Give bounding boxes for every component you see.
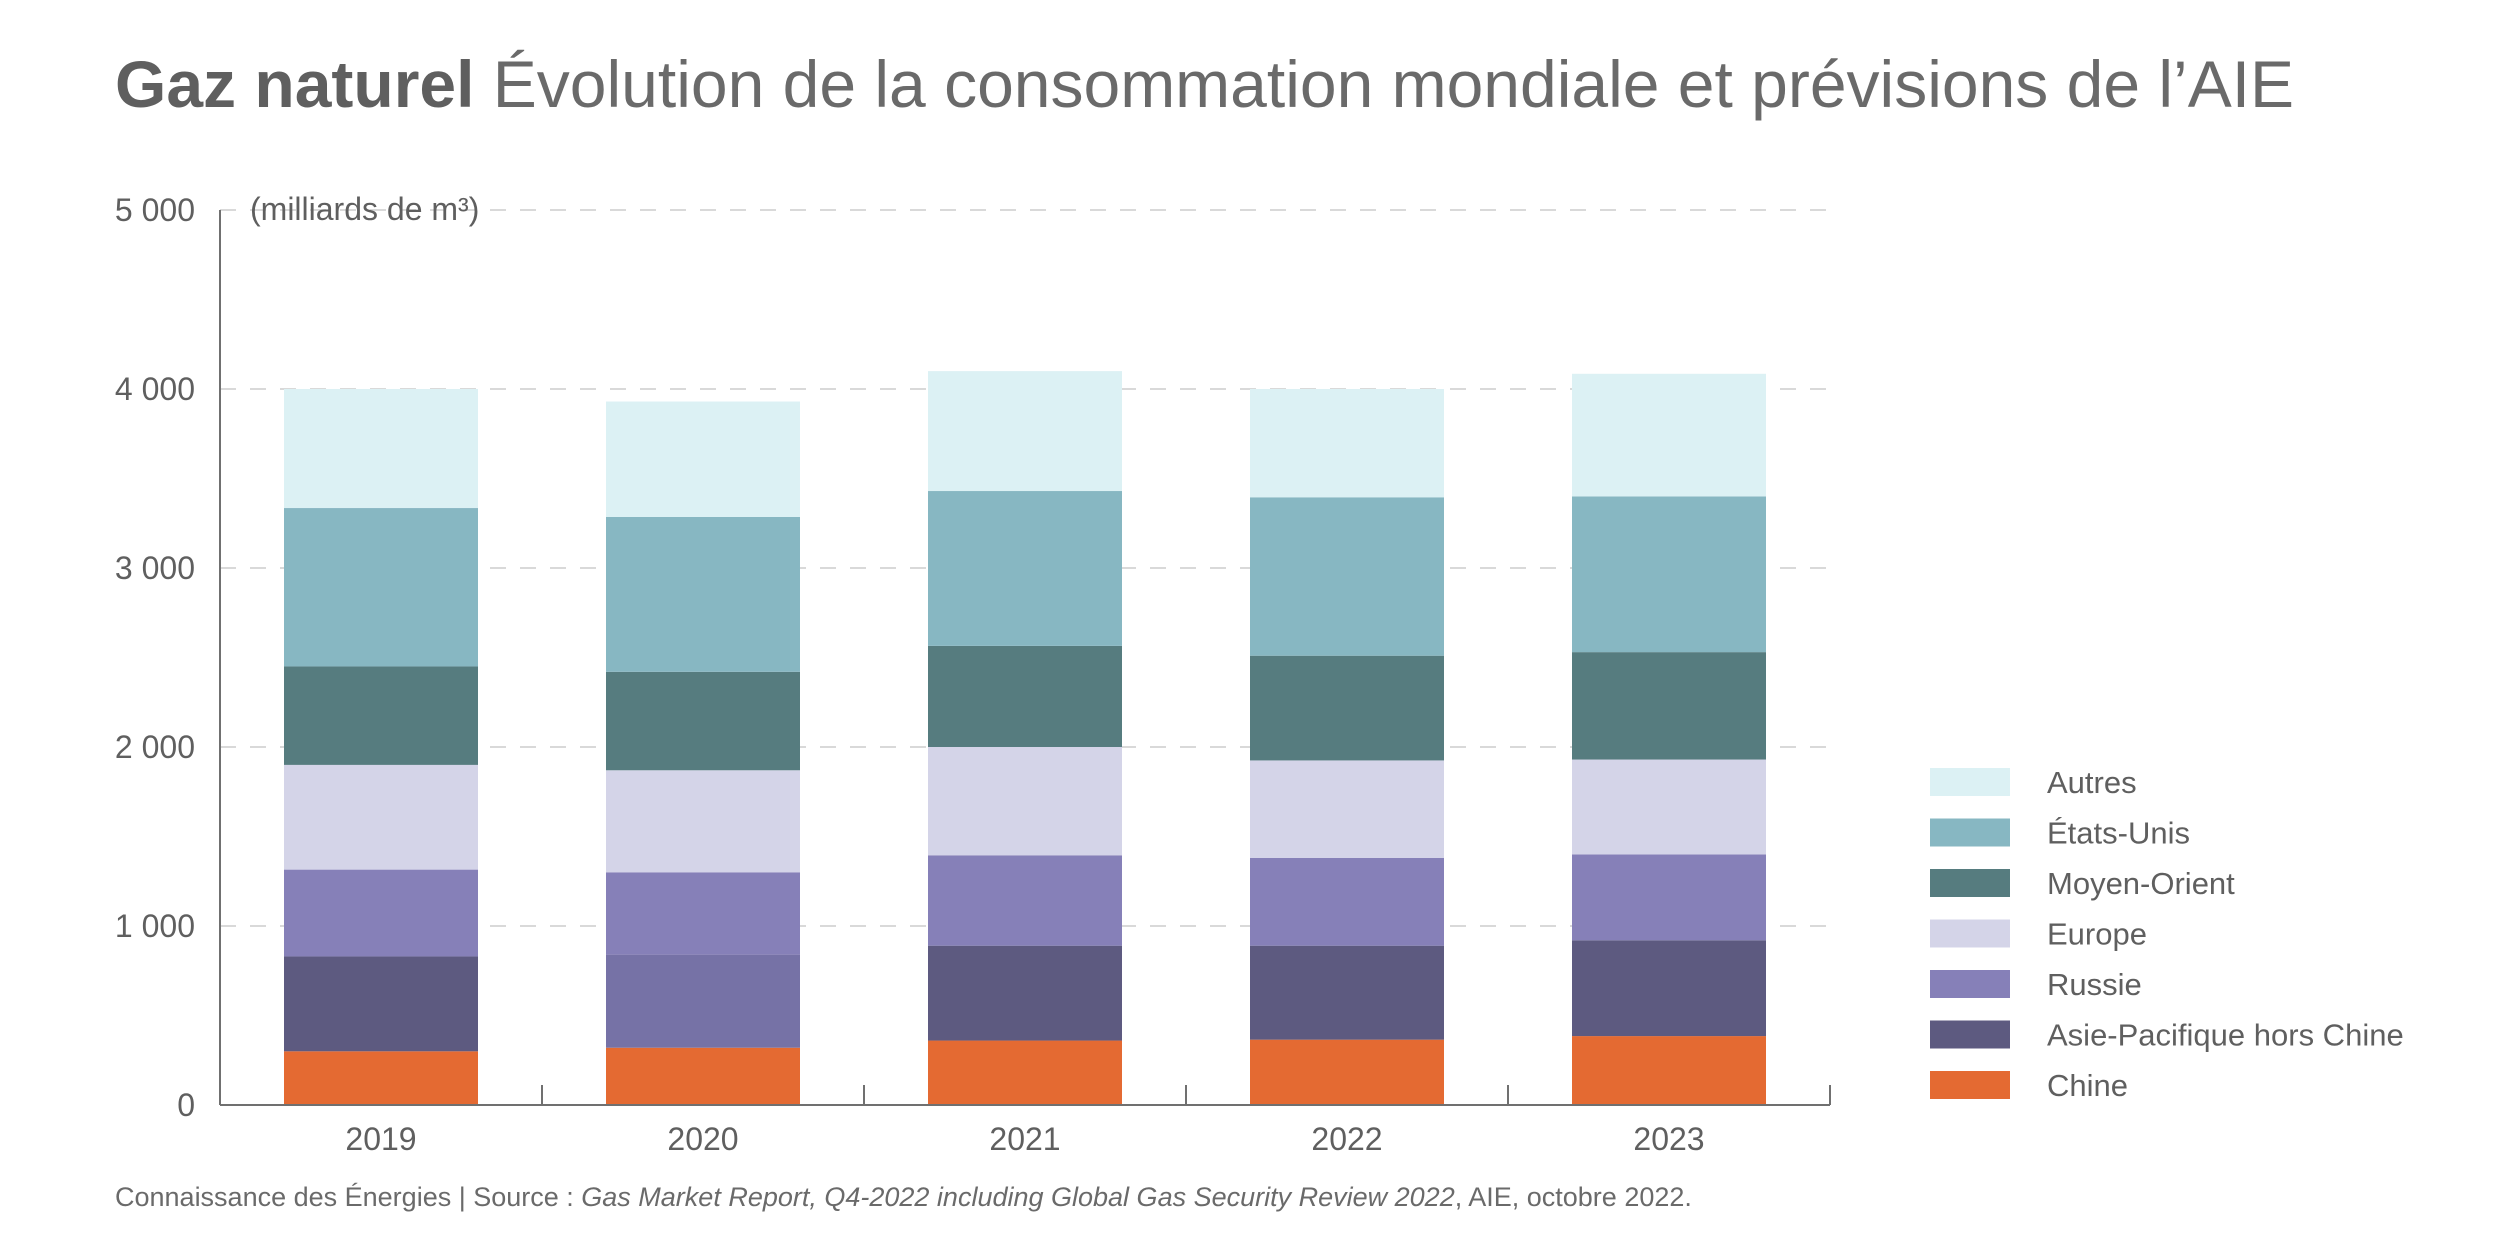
bar-segment-2023-russie (1572, 854, 1766, 941)
chart-title: Gaz naturel Évolution de la consommation… (115, 46, 2294, 122)
legend-label: Russie (2047, 967, 2142, 1002)
source-suffix: , AIE, octobre 2022. (1454, 1182, 1692, 1212)
bar-segment-2019-europe (284, 764, 478, 870)
bar-segment-2021-chine (928, 1040, 1122, 1105)
chart-title-rest: Évolution de la consommation mondiale et… (474, 47, 2295, 121)
y-tick-label: 4 000 (115, 371, 195, 407)
legend: Autres États-Unis Moyen-Orient Europe Russie… (1930, 765, 2404, 1103)
bar-segment-2020-europe (606, 770, 800, 873)
bar-segment-2022-europe (1250, 760, 1444, 858)
y-tick-label: 2 000 (115, 729, 195, 765)
bar-segment-2020--tats-unis (606, 516, 800, 672)
bar-segment-2023-chine (1572, 1036, 1766, 1105)
legend-swatch (1930, 869, 2010, 897)
bar-segment-2019-moyen-orient (284, 666, 478, 765)
y-axis-ticks: 0 1 000 2 000 3 000 4 000 5 000 (115, 192, 195, 1123)
source-report-title: Gas Market Report, Q4-2022 including Glo… (581, 1182, 1455, 1212)
bar-segment-2023-autres (1572, 373, 1766, 497)
bar-segment-2021-autres (928, 371, 1122, 492)
bar-segment-2023-asie-pacifique-hors-chine (1572, 940, 1766, 1037)
y-axis-unit-label: (milliards de m³) (250, 191, 479, 227)
y-tick-label: 5 000 (115, 192, 195, 228)
bar-segment-2021--tats-unis (928, 491, 1122, 646)
legend-swatch (1930, 768, 2010, 796)
y-tick-label: 1 000 (115, 908, 195, 944)
bar-segment-2019-russie (284, 869, 478, 957)
bar-segment-2022-autres (1250, 389, 1444, 498)
bar-segment-2022-asie-pacifique-hors-chine (1250, 945, 1444, 1040)
x-tick-label: 2019 (345, 1121, 416, 1157)
legend-swatch (1930, 818, 2010, 847)
bar-segment-2020-chine (606, 1047, 800, 1105)
bar-segment-2023-europe (1572, 759, 1766, 855)
y-tick-label: 3 000 (115, 550, 195, 586)
legend-label: États-Unis (2047, 816, 2190, 851)
bar-segment-2022--tats-unis (1250, 497, 1444, 656)
bar-segment-2021-europe (928, 747, 1122, 856)
bar-segment-2020-moyen-orient (606, 671, 800, 771)
legend-swatch (1930, 1020, 2010, 1049)
legend-swatch (1930, 919, 2010, 948)
bar-segment-2019-chine (284, 1051, 478, 1105)
legend-label: Autres (2047, 765, 2137, 800)
bar-segment-2022-chine (1250, 1039, 1444, 1105)
bar-segment-2020-autres (606, 401, 800, 517)
bar-segment-2023-moyen-orient (1572, 652, 1766, 760)
bars (284, 371, 1766, 1105)
legend-label: Chine (2047, 1068, 2128, 1103)
x-tick-label: 2020 (667, 1121, 738, 1157)
bar-segment-2019--tats-unis (284, 508, 478, 667)
x-tick-label: 2021 (989, 1121, 1060, 1157)
bar-segment-2021-moyen-orient (928, 645, 1122, 747)
bar-segment-2021-asie-pacifique-hors-chine (928, 945, 1122, 1041)
axes (219, 210, 1831, 1106)
source-note: Connaissance des Énergies | Source : Gas… (115, 1182, 1692, 1213)
bar-segment-2022-moyen-orient (1250, 655, 1444, 761)
legend-label: Europe (2047, 917, 2147, 952)
legend-label: Moyen-Orient (2047, 866, 2235, 901)
source-prefix: Connaissance des Énergies | Source : (115, 1182, 582, 1212)
chart-title-bold: Gaz naturel (115, 47, 475, 121)
y-tick-label: 0 (177, 1087, 195, 1123)
bar-segment-2020-asie-pacifique-hors-chine (606, 954, 800, 1048)
bar-segment-2019-asie-pacifique-hors-chine (284, 956, 478, 1052)
x-tick-label: 2023 (1633, 1121, 1704, 1157)
legend-label: Asie-Pacifique hors Chine (2047, 1018, 2404, 1053)
legend-swatch (1930, 970, 2010, 998)
bar-segment-2021-russie (928, 855, 1122, 946)
bar-segment-2019-autres (284, 389, 478, 509)
bar-segment-2020-russie (606, 872, 800, 955)
bar-segment-2022-russie (1250, 857, 1444, 946)
legend-swatch (1930, 1071, 2010, 1099)
x-tick-label: 2022 (1311, 1121, 1382, 1157)
x-axis-ticks: 2019 2020 2021 2022 2023 (345, 1121, 1704, 1157)
bar-segment-2023--tats-unis (1572, 496, 1766, 653)
